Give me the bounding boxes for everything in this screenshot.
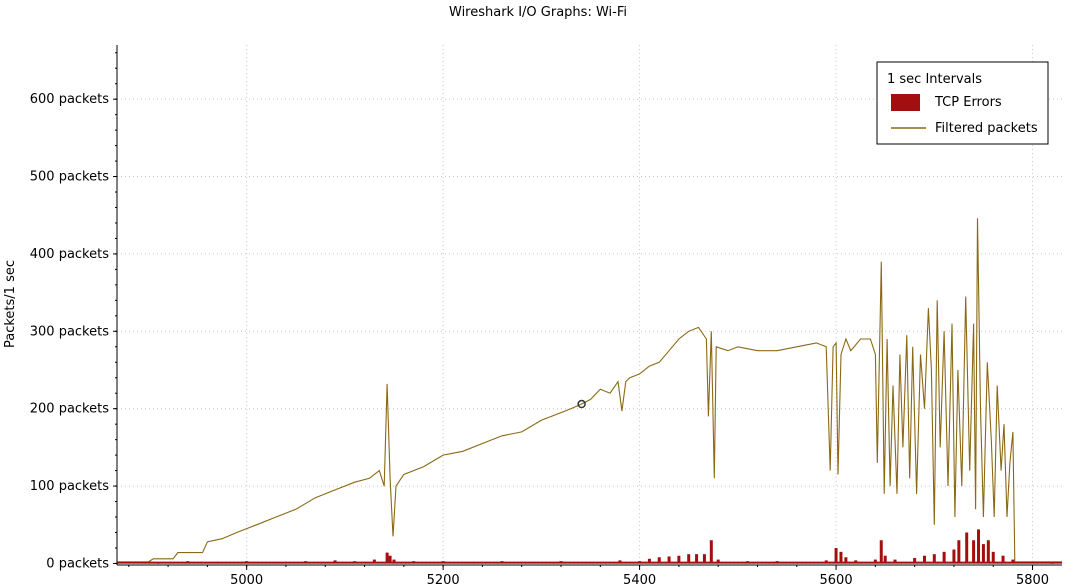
tcp-error-bar (922, 555, 926, 564)
legend-label-filtered-packets: Filtered packets (935, 121, 1038, 136)
y-tick-label: 600 packets (30, 92, 109, 107)
tcp-error-bar (977, 529, 981, 564)
tcp-error-bar (913, 558, 917, 564)
y-tick-label: 500 packets (30, 170, 109, 185)
legend-title: 1 sec Intervals (887, 72, 982, 87)
tcp-error-bar (657, 557, 661, 564)
legend-swatch-tcp-errors (891, 94, 920, 111)
cursor-marker[interactable] (577, 399, 586, 409)
x-tick-label: 5400 (623, 573, 656, 587)
legend: 1 sec Intervals TCP Errors Filtered pack… (876, 61, 1049, 145)
tcp-error-bar (677, 555, 681, 564)
tcp-error-bar (716, 559, 720, 564)
x-tick-label: 5000 (230, 573, 263, 587)
tcp-error-bar (834, 547, 838, 564)
tcp-error-bar (1011, 559, 1015, 564)
tcp-error-bar (986, 540, 990, 564)
tcp-error-bar (844, 557, 848, 564)
tcp-error-bar (647, 558, 651, 564)
y-tick-label: 200 packets (30, 402, 109, 417)
tcp-error-bar (372, 559, 376, 564)
tcp-error-bar (883, 555, 887, 564)
series-tcp-errors (117, 529, 1062, 564)
y-axis-label: Packets/1 sec (3, 260, 18, 348)
tcp-error-bar (952, 549, 956, 564)
tcp-error-bar (879, 540, 883, 564)
tcp-error-bar (667, 556, 671, 564)
tcp-error-bar (965, 532, 969, 564)
x-tick-label: 5800 (1016, 573, 1049, 587)
tcp-error-bar (687, 554, 691, 564)
tcp-error-bar (972, 540, 976, 564)
y-tick-label: 300 packets (30, 324, 109, 339)
tcp-error-bar (392, 559, 396, 564)
tcp-error-bar (893, 559, 897, 564)
tcp-error-bar (957, 540, 961, 564)
tcp-error-bar (709, 540, 713, 564)
x-tick-label: 5600 (820, 573, 853, 587)
x-tick-label: 5200 (427, 573, 460, 587)
tcp-error-bar (1001, 555, 1005, 564)
tcp-error-bar (695, 554, 699, 564)
y-axis-ticks: 0 packets 100 packets 200 packets 300 packe… (30, 52, 117, 571)
series-filtered-packets (117, 218, 1062, 563)
tcp-error-bar (932, 554, 936, 564)
tcp-error-bar (702, 554, 706, 564)
y-tick-label: 400 packets (30, 247, 109, 262)
tcp-error-bar (981, 544, 985, 564)
y-tick-label: 100 packets (30, 479, 109, 494)
tcp-error-bar (942, 551, 946, 564)
chart-title: Wireshark I/O Graphs: Wi-Fi (449, 5, 627, 20)
tcp-error-bar (385, 552, 389, 564)
tcp-error-bar (388, 555, 392, 564)
tcp-error-bar (839, 551, 843, 564)
plot-area[interactable] (117, 218, 1062, 564)
tcp-error-bar (873, 559, 877, 564)
legend-label-tcp-errors: TCP Errors (934, 95, 1002, 110)
y-tick-label: 0 packets (46, 556, 109, 571)
tcp-error-bar (991, 551, 995, 564)
x-axis-ticks: 5000 5200 5400 5600 5800 (128, 565, 1049, 587)
